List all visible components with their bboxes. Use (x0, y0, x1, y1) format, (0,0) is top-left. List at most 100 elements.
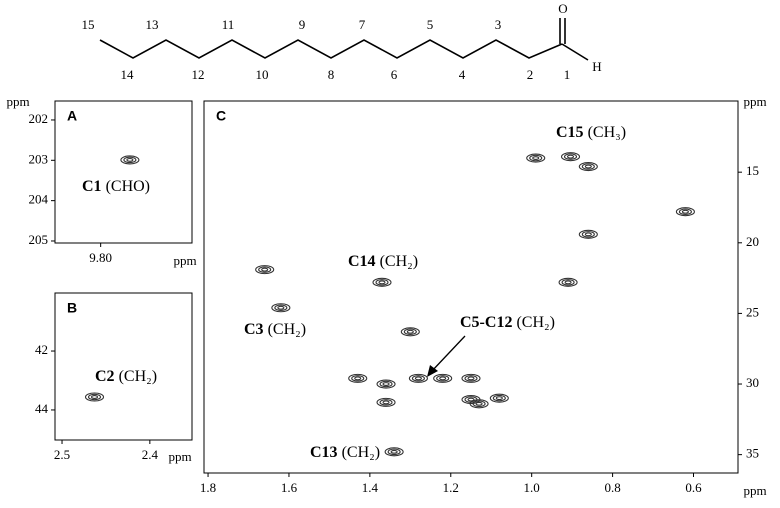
contour-ring (566, 154, 575, 159)
annotation-text: (CH₂) (342, 444, 380, 461)
peak (469, 399, 489, 409)
contour-ring (384, 447, 404, 457)
contour-ring (375, 279, 389, 286)
atom-label: H (592, 59, 601, 74)
plot-frame (54, 100, 193, 244)
contour-ring (382, 400, 390, 405)
annotation: C13 (CH₂) (310, 444, 380, 461)
x-tick-label: 9.80 (89, 250, 112, 265)
annotation: C1 (CHO) (82, 178, 150, 195)
hydrogen-bond (561, 43, 589, 61)
peak (84, 392, 105, 402)
contour-ring (558, 277, 578, 287)
peak (408, 373, 428, 383)
annotation-bold: C13 (310, 444, 338, 461)
contour-ring (348, 373, 368, 383)
contour-ring (120, 155, 140, 165)
molecule (99, 18, 589, 61)
x-tick-label: 1.2 (443, 480, 459, 495)
contour-ring (581, 231, 595, 238)
peak (578, 161, 598, 172)
atom-label: O (558, 1, 567, 16)
peak (255, 265, 275, 275)
contour-ring (379, 380, 393, 388)
panel-label: C (216, 108, 226, 124)
y-tick-label: 44 (35, 401, 49, 416)
peak (120, 155, 140, 165)
annotation-bold: C14 (348, 253, 376, 270)
contour-ring (560, 152, 581, 162)
atom-number: 12 (192, 67, 205, 82)
contour-ring (529, 154, 543, 162)
atom-number: 3 (495, 17, 502, 32)
atom-number: 6 (391, 67, 398, 82)
contour-ring (532, 156, 540, 161)
contour-ring (678, 208, 692, 215)
y-tick-label: 42 (35, 342, 48, 357)
panel-label: A (67, 108, 77, 124)
peak (400, 327, 420, 337)
annotation: C3 (CH₂) (244, 321, 306, 338)
contour-ring (255, 265, 275, 275)
atom-number: 1 (564, 67, 571, 82)
contour-ring (376, 397, 396, 407)
annotation-bold: C3 (244, 321, 264, 338)
atom-number: 15 (82, 17, 95, 32)
contour-ring (258, 266, 272, 273)
annotation-bold: C5-C12 (460, 314, 512, 331)
y-tick-label: 202 (29, 111, 49, 126)
contour-ring (351, 375, 365, 382)
y-tick-label: 30 (746, 375, 759, 390)
contour-ring (354, 376, 362, 381)
y-tick-label: 35 (746, 446, 759, 461)
contour-ring (379, 399, 393, 406)
x-tick-label: 1.0 (524, 480, 540, 495)
annotation: C2 (CH₂) (95, 368, 157, 385)
annotation-text: (CH₂) (119, 368, 157, 385)
contour-ring (563, 153, 578, 160)
atom-number: 14 (121, 67, 135, 82)
peak (433, 373, 453, 383)
contour-ring (578, 229, 598, 239)
atom-number: 13 (146, 17, 159, 32)
contour-ring (439, 376, 447, 381)
arrow (430, 335, 466, 373)
annotation-bold: C2 (95, 368, 115, 385)
atom-number: 4 (459, 67, 466, 82)
contour-ring (414, 376, 422, 381)
contour-ring (411, 375, 425, 382)
contour-ring (378, 280, 386, 285)
peak (348, 373, 368, 383)
y-tick-label: 15 (746, 163, 759, 178)
annotation-text: (CHO) (106, 178, 150, 195)
contour-ring (274, 304, 288, 312)
x-tick-label: 1.6 (281, 480, 298, 495)
contour-ring (277, 305, 285, 310)
contour-ring (475, 401, 483, 406)
contour-ring (400, 327, 420, 337)
y-axis-label: ppm (6, 94, 29, 109)
contour-ring (581, 163, 595, 170)
annotation-text: (CH₂) (516, 314, 554, 331)
contour-ring (584, 232, 592, 237)
contour-ring (90, 395, 99, 399)
peak (558, 277, 578, 287)
contour-ring (467, 376, 475, 381)
contour-ring (564, 280, 572, 285)
y-tick-label: 20 (746, 234, 759, 249)
y-axis-label: ppm (743, 94, 766, 109)
contour-ring (382, 382, 390, 386)
x-tick-label: 0.8 (604, 480, 620, 495)
x-axis-label: ppm (743, 483, 766, 498)
contour-ring (561, 279, 575, 286)
contour-ring (387, 448, 401, 456)
contour-ring (126, 157, 134, 162)
contour-ring (461, 373, 481, 383)
contour-ring (376, 379, 396, 389)
annotation-bold: C1 (82, 178, 102, 195)
contour-ring (390, 449, 398, 454)
annotation-text: (CH₂) (268, 321, 306, 338)
contour-ring (578, 161, 598, 172)
plot-frame (54, 292, 193, 441)
